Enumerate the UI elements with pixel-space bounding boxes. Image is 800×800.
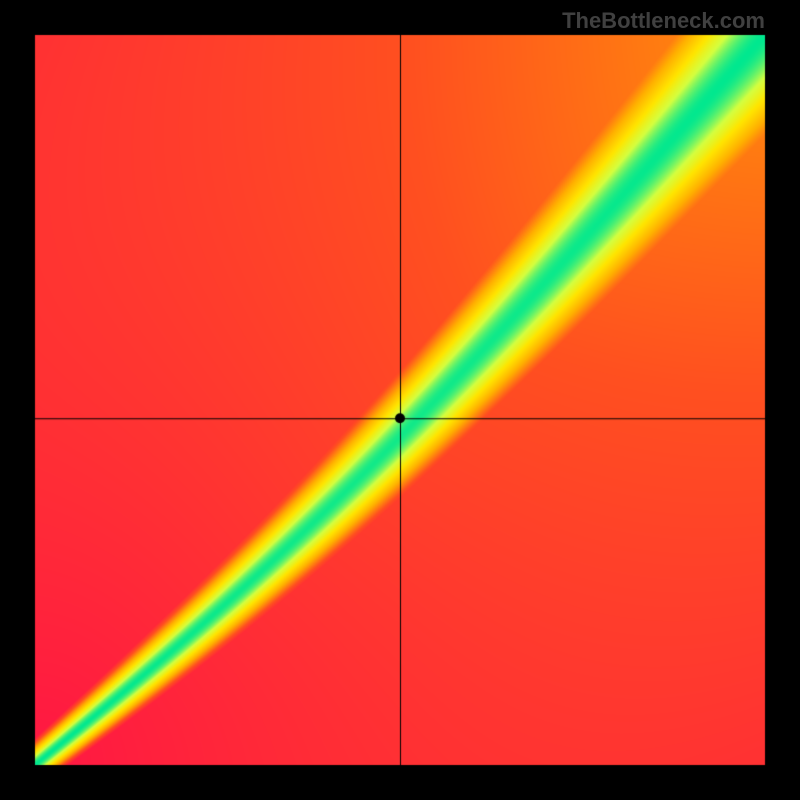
chart-container: TheBottleneck.com [0, 0, 800, 800]
bottleneck-heatmap [0, 0, 800, 800]
watermark-text: TheBottleneck.com [562, 8, 765, 34]
